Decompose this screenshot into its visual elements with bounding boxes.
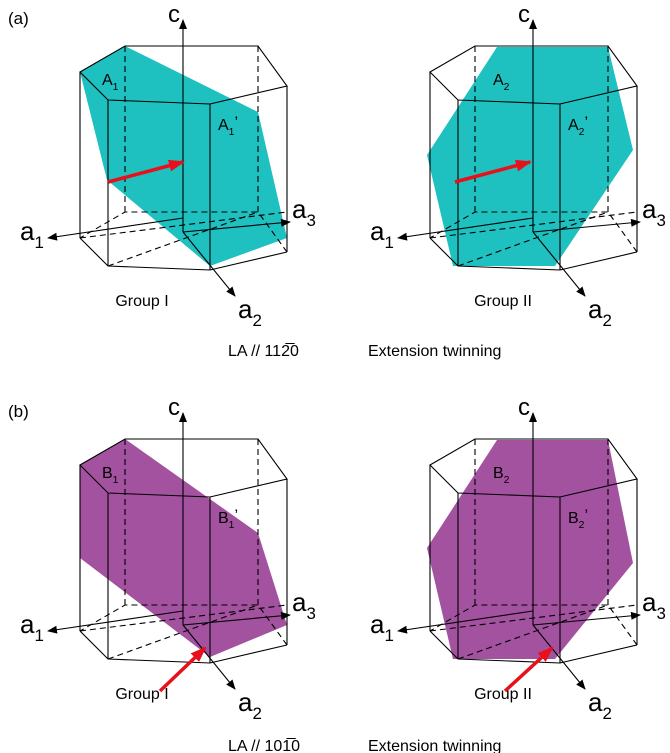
c-axis-label: c — [168, 394, 180, 421]
plane-label-sub: 2 — [504, 82, 510, 93]
a1-label-main: a — [20, 609, 35, 639]
panel-label: (b) — [8, 402, 29, 421]
loading-arrow — [160, 648, 205, 691]
group-label: Group II — [474, 293, 532, 310]
plane-label-2-prime: ’ — [234, 115, 238, 132]
plane-label-sub: 1 — [113, 475, 119, 486]
plane-label-sub: 2 — [504, 475, 510, 486]
a3-label-sub: 3 — [306, 604, 315, 623]
plane-label-2-main: A — [218, 117, 229, 134]
a3-label: a3 — [642, 194, 666, 230]
a1-label-main: a — [20, 216, 35, 246]
plane-label-sub: 1 — [113, 82, 119, 93]
c-axis-label: c — [168, 1, 180, 28]
a2-label-sub: 2 — [252, 311, 261, 330]
a3-label: a3 — [642, 587, 666, 623]
plane-label-2-prime: ’ — [234, 508, 238, 525]
plane-label-2-prime: ’ — [584, 115, 588, 132]
a2-label-sub: 2 — [602, 704, 611, 723]
a1-label-sub: 1 — [384, 626, 393, 645]
a2-label-sub: 2 — [252, 704, 261, 723]
caption-direction: LA // 101̅0 — [228, 737, 300, 753]
group-label: Group I — [115, 293, 168, 310]
a3-label-main: a — [292, 194, 307, 224]
a1-label-sub: 1 — [34, 233, 43, 252]
plane-label-2-main: B — [568, 510, 579, 527]
c-axis-label: c — [518, 1, 530, 28]
a1-label-main: a — [370, 216, 385, 246]
panel-label: (a) — [8, 9, 29, 28]
a1-label-sub: 1 — [384, 233, 393, 252]
a1-label: a1 — [20, 609, 44, 645]
a1-label-sub: 1 — [34, 626, 43, 645]
a2-label-main: a — [238, 294, 253, 324]
c-axis-label: c — [518, 394, 530, 421]
a2-label-main: a — [238, 687, 253, 717]
a1-label: a1 — [370, 609, 394, 645]
caption-direction: LA // 112̅0 — [228, 342, 299, 360]
a2-label: a2 — [588, 294, 612, 330]
plane-label-main: A — [493, 72, 504, 89]
a1-label: a1 — [20, 216, 44, 252]
figure: (a)ca1a2a3A1A1’Group Ica1a2a3A2A2’Group … — [0, 0, 670, 753]
a2-label-main: a — [588, 294, 603, 324]
a3-label-main: a — [642, 194, 657, 224]
plane-label-main: A — [102, 72, 113, 89]
a2-label-main: a — [588, 687, 603, 717]
plane-label-2-main: B — [218, 510, 229, 527]
a3-label: a3 — [292, 587, 316, 623]
plane-label-main: B — [493, 465, 504, 482]
caption-mode: Extension twinning — [368, 738, 501, 753]
a3-label-sub: 3 — [306, 211, 315, 230]
a2-label: a2 — [238, 687, 262, 723]
caption-mode: Extension twinning — [368, 343, 501, 360]
a2-label: a2 — [238, 294, 262, 330]
group-label: Group II — [474, 686, 532, 703]
plane-label-2-prime: ’ — [584, 508, 588, 525]
a3-label-main: a — [642, 587, 657, 617]
plane-label-main: B — [102, 465, 113, 482]
a3-label: a3 — [292, 194, 316, 230]
a2-label-sub: 2 — [602, 311, 611, 330]
group-label: Group I — [115, 686, 168, 703]
plane-label-2-main: A — [568, 117, 579, 134]
a2-label: a2 — [588, 687, 612, 723]
a3-label-sub: 3 — [656, 604, 665, 623]
a3-label-sub: 3 — [656, 211, 665, 230]
a3-label-main: a — [292, 587, 307, 617]
a1-label: a1 — [370, 216, 394, 252]
a1-label-main: a — [370, 609, 385, 639]
